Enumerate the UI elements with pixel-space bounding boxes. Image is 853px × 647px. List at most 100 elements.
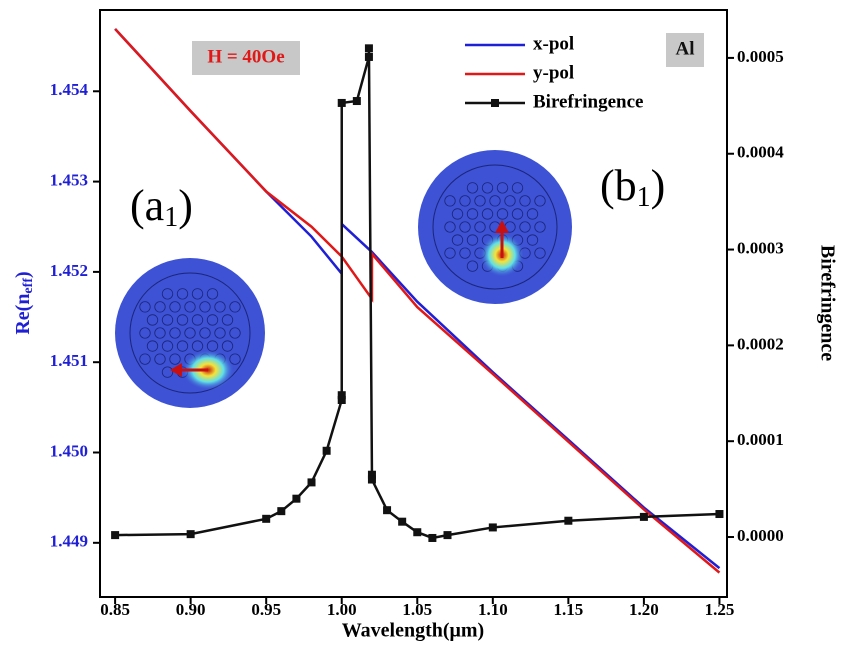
y2-tick-label: 0.0004 [737, 143, 784, 162]
fiber-ring [129, 272, 251, 394]
fiber-hole [206, 314, 219, 326]
data-point [364, 44, 373, 53]
data-point [398, 517, 407, 526]
fiber-hole [466, 260, 479, 272]
fiber-hole [459, 247, 471, 259]
arrow-head [170, 363, 182, 377]
fiber-hole [184, 301, 196, 313]
fiber-hole [466, 208, 479, 220]
data-point [383, 506, 392, 515]
x-tick-label: 0.95 [251, 600, 281, 619]
annotation-box [192, 41, 300, 75]
y2-tick-label: 0.0001 [737, 430, 784, 449]
data-point [292, 494, 301, 503]
legend-marker [491, 99, 499, 107]
data-point [367, 470, 376, 479]
fiber-hole [496, 182, 509, 194]
fiber-hole [146, 340, 159, 352]
x-tick-label: 1.25 [705, 600, 735, 619]
fiber-hole [214, 327, 226, 339]
fiber-hole [229, 301, 241, 313]
panel-label-sub: 1 [164, 202, 178, 233]
fiber-hole [154, 327, 166, 339]
fiber-hole [534, 247, 546, 259]
data-point [111, 531, 120, 540]
y-tick-label: 1.453 [50, 170, 88, 189]
x-tick-label: 1.20 [629, 600, 659, 619]
fiber-hole [481, 208, 494, 220]
fiber-hole [466, 182, 479, 194]
fiber-hole [459, 195, 471, 207]
fiber-hole [146, 314, 159, 326]
fiber-hole [444, 195, 456, 207]
y2-tick-label: 0.0003 [737, 238, 784, 257]
legend-label: Birefringence [533, 91, 643, 112]
arrow-head [495, 220, 509, 233]
fiber-hole [519, 195, 531, 207]
fiber-hole [199, 301, 211, 313]
fiber-hole [459, 221, 471, 233]
y-tick-label: 1.451 [50, 351, 88, 370]
data-point [277, 507, 286, 516]
x-tick-label: 0.90 [176, 600, 206, 619]
fiber-cross-section [418, 150, 572, 304]
fiber-hole [489, 195, 501, 207]
fiber-hole [474, 221, 486, 233]
data-point [715, 510, 724, 519]
data-point [443, 531, 452, 540]
x-tick-label: 1.00 [327, 600, 357, 619]
legend-label: y-pol [533, 62, 574, 83]
data-point [337, 98, 346, 107]
fiber-hole [511, 182, 524, 194]
fiber-hole [451, 208, 464, 220]
y2-tick-label: 0.0000 [737, 526, 784, 545]
fiber-hole [466, 234, 479, 246]
annotation-box [666, 33, 704, 67]
fiber-hole [161, 314, 174, 326]
panel-label-text: (a [130, 181, 164, 230]
fiber-hole [191, 314, 204, 326]
fiber-hole [474, 195, 486, 207]
fiber-hole [451, 234, 464, 246]
fiber-hole [176, 288, 189, 300]
insets [115, 150, 572, 408]
y2-tick-label: 0.0005 [737, 47, 784, 66]
y2-tick-label: 0.0002 [737, 334, 784, 353]
fiber-hole [534, 221, 546, 233]
panel-label: (a1) [130, 181, 193, 233]
data-point [564, 516, 573, 525]
fiber-hole [169, 327, 181, 339]
hole-array [139, 288, 241, 378]
data-point [488, 523, 497, 532]
fiber-hole [481, 182, 494, 194]
data-point [639, 512, 648, 521]
fiber-hole [139, 301, 151, 313]
fiber-cross-section [115, 258, 265, 408]
fiber-hole [511, 208, 524, 220]
x-tick-label: 0.85 [100, 600, 130, 619]
data-point [322, 446, 331, 455]
fiber-ring [432, 164, 558, 290]
panel-label-text: ) [178, 181, 193, 230]
data-point [307, 478, 316, 487]
data-point [367, 475, 376, 484]
fiber-hole [229, 327, 241, 339]
x-tick-label: 1.05 [402, 600, 432, 619]
legend-label: x-pol [533, 33, 574, 54]
y-axis-label: Re(neff) [12, 271, 37, 334]
fiber-hole [444, 221, 456, 233]
fiber-hole [199, 327, 211, 339]
fiber-hole [154, 353, 166, 365]
panel-label-sub: 1 [637, 182, 651, 213]
fiber-hole [139, 327, 151, 339]
x-tick-label: 1.10 [478, 600, 508, 619]
y-tick-label: 1.450 [50, 441, 88, 460]
data-point [337, 395, 346, 404]
fiber-hole [139, 353, 151, 365]
fiber-hole [534, 195, 546, 207]
series-line [114, 28, 721, 574]
data-point [262, 514, 271, 523]
mode-inset-b [418, 150, 572, 304]
y-axis-label-text: Re(n [12, 294, 34, 335]
y-axis-label-sub: eff [21, 278, 36, 294]
